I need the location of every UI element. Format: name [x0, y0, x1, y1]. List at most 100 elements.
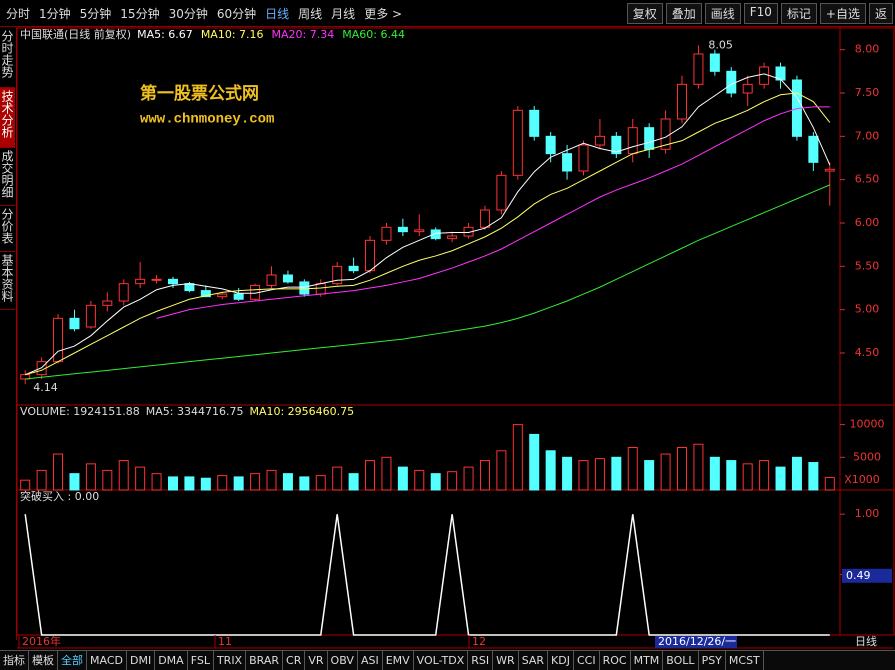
toolbar-button[interactable]: 叠加: [665, 2, 702, 24]
candle-body: [118, 283, 129, 302]
indicator-tab[interactable]: CR: [283, 651, 306, 670]
volume-bar: [726, 460, 737, 491]
candle-body: [102, 300, 113, 306]
side-tab[interactable]: 分价表: [0, 206, 15, 252]
indicator-tab[interactable]: BOLL: [663, 651, 699, 670]
period-tab[interactable]: 周线: [298, 6, 323, 21]
y-tick-label: 4.50: [855, 346, 880, 359]
indicator-tab[interactable]: ASI: [358, 651, 383, 670]
period-tab[interactable]: 15分钟: [120, 6, 160, 21]
volume-bar: [151, 473, 162, 491]
volume-bar: [594, 458, 605, 491]
toolbar-button[interactable]: F10: [743, 2, 778, 24]
frame: [16, 27, 895, 636]
toolbar-button[interactable]: +自选: [819, 2, 866, 24]
volume-bar: [135, 466, 146, 491]
indicator-tab[interactable]: RSI: [468, 651, 494, 670]
side-tab[interactable]: 分时走势: [0, 28, 15, 88]
candle-body: [299, 281, 310, 295]
period-tab[interactable]: 月线: [331, 6, 356, 21]
volume-bar: [562, 456, 573, 491]
candle-body: [184, 283, 195, 292]
period-tab[interactable]: 1分钟: [39, 6, 71, 21]
volume-bar: [167, 476, 178, 491]
ma-line: [25, 92, 831, 376]
volume-bar: [627, 447, 638, 491]
indicator-tab[interactable]: EMV: [383, 651, 414, 670]
period-tab[interactable]: 日线: [265, 6, 290, 21]
candle-body: [332, 265, 343, 285]
indicator-tab[interactable]: PSY: [699, 651, 726, 670]
indicator-tab[interactable]: 指标: [0, 651, 29, 670]
volume-bar: [20, 479, 31, 491]
candle-body: [545, 135, 556, 155]
candle-body: [266, 274, 277, 286]
candle-body: [759, 66, 770, 85]
low-label: 4.14: [33, 381, 58, 394]
indicator-tab[interactable]: DMA: [155, 651, 188, 670]
candle-body: [397, 226, 408, 233]
volume-bar: [414, 469, 425, 491]
indicator-tab[interactable]: OBV: [328, 651, 358, 670]
indicator-tab[interactable]: DMI: [127, 651, 156, 670]
y-tick-label: 1.00: [855, 507, 880, 520]
period-tab[interactable]: 5分钟: [79, 6, 112, 21]
indicator-tab[interactable]: WR: [493, 651, 519, 670]
volume-bar: [217, 475, 228, 491]
side-tab[interactable]: 技术分析: [0, 88, 15, 148]
indicator-tab[interactable]: 全部: [58, 651, 87, 670]
ma-line: [25, 73, 831, 376]
volume-bar: [644, 460, 655, 491]
toolbar-button[interactable]: 标记: [780, 2, 817, 24]
volume-bar: [463, 466, 474, 491]
volume-bar: [250, 473, 261, 491]
indicator-tab[interactable]: CCI: [574, 651, 600, 670]
candle-body: [233, 293, 244, 300]
period-tab[interactable]: 60分钟: [216, 6, 257, 21]
indicator-tab[interactable]: VOL-TDX: [414, 651, 469, 670]
period-tab[interactable]: 更多 >: [364, 6, 403, 21]
candle-body: [644, 127, 655, 150]
toolbar-button[interactable]: 返: [868, 2, 893, 24]
side-tab[interactable]: 基本资料: [0, 252, 15, 310]
volume-bar: [578, 460, 589, 491]
y-tick-label: 5000: [853, 450, 881, 463]
candle-body: [512, 109, 523, 176]
indicator-tab[interactable]: FSL: [188, 651, 214, 670]
chart: 8.00 7.50 7.00 6.50 6.00 5.50 5.00 4.50 中国联通(日线 …: [16, 27, 895, 649]
volume-bar: [332, 466, 343, 491]
period-tab[interactable]: 30分钟: [168, 6, 208, 21]
y-tick-label: 5.00: [855, 303, 880, 316]
volume-bar: [808, 462, 819, 491]
indicator-tab[interactable]: ROC: [600, 651, 631, 670]
y-tick-label: 7.50: [855, 86, 880, 99]
volume-bar: [266, 469, 277, 491]
indicator-tab[interactable]: MCST: [726, 651, 764, 670]
volume-bar: [365, 460, 376, 491]
toolbar-button[interactable]: 复权: [626, 2, 663, 24]
side-tabs: 分时走势 技术分析 成交明细 分价表 基本资料: [0, 28, 17, 640]
indicator-tab[interactable]: VR: [305, 651, 328, 670]
current-value-box: [842, 568, 892, 583]
volume-bar: [102, 469, 113, 491]
volume-bar: [430, 473, 441, 491]
indicator-tab[interactable]: BRAR: [246, 651, 284, 670]
volume-bar: [512, 424, 523, 491]
period-tab[interactable]: 分时: [6, 6, 31, 21]
side-tab[interactable]: 成交明细: [0, 148, 15, 206]
volume-bar: [348, 473, 359, 491]
unit-label: X1000: [844, 473, 880, 486]
volume-bar: [282, 473, 293, 491]
toolbar-button[interactable]: 画线: [704, 2, 741, 24]
volume-bar: [233, 476, 244, 491]
indicator-tab[interactable]: MTM: [631, 651, 664, 670]
indicator-tab[interactable]: 模板: [29, 651, 58, 670]
indicator-tab[interactable]: TRIX: [214, 651, 247, 670]
indicator-tab[interactable]: SAR: [519, 651, 549, 670]
indicator-tab[interactable]: MACD: [87, 651, 127, 670]
volume-bar: [611, 456, 622, 491]
candle-body: [808, 135, 819, 163]
indicator-tab[interactable]: KDJ: [548, 651, 574, 670]
y-tick-label: 6.50: [855, 173, 880, 186]
volume-bar: [529, 433, 540, 491]
